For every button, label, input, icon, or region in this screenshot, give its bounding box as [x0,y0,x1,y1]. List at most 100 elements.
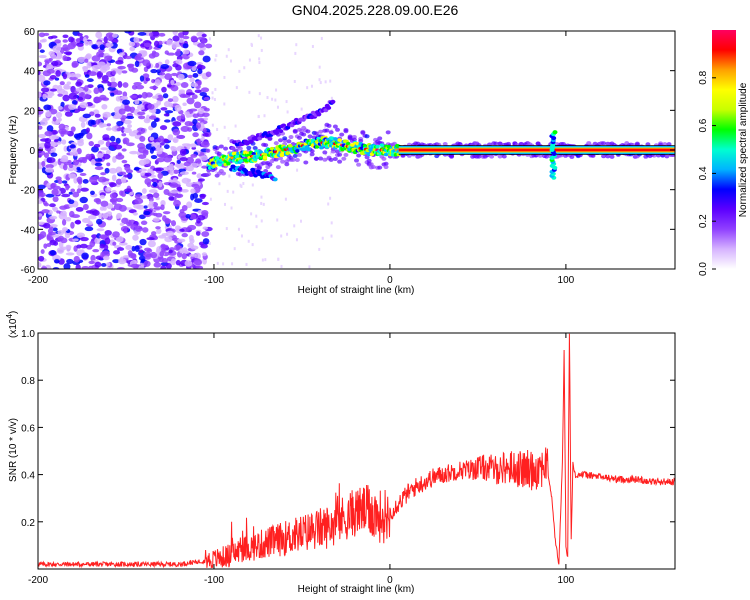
noise-mark [77,96,84,101]
noise-mark [175,64,182,71]
ridge-core-mark [383,152,389,157]
noise-mark [102,134,110,141]
faint-noise-mark [216,127,219,131]
svg-text:(x104): (x104) [5,311,19,338]
ridge-core-mark [262,152,268,157]
faint-noise-mark [310,84,313,88]
noise-mark [112,241,117,246]
noise-mark [156,100,162,106]
faint-noise-mark [320,36,323,40]
noise-mark [94,162,103,167]
noise-mark [108,167,118,174]
noise-mark [134,194,143,200]
noise-mark [61,139,67,145]
ridge-halo-mark [233,148,239,153]
noise-mark [154,79,161,86]
ridge-halo-mark [307,134,313,139]
faint-noise-mark [251,243,254,247]
faint-noise-mark [237,227,240,231]
noise-mark [186,201,193,209]
noise-mark [186,65,193,70]
noise-mark [142,73,150,79]
noise-mark [107,81,112,87]
noise-mark [70,221,75,229]
noise-mark [56,88,66,94]
ridge-halo-mark [296,135,302,140]
noise-mark [116,120,124,127]
noise-mark [169,182,179,188]
noise-mark [87,84,94,89]
noise-mark [76,42,84,47]
noise-mark [185,92,195,96]
noise-mark [69,144,76,149]
faint-noise-mark [257,114,260,118]
ridge-core-mark [238,158,244,163]
noise-mark [109,182,117,188]
noise-mark [49,75,57,80]
ridge-halo-mark [442,141,448,146]
noise-mark [189,253,197,257]
noise-mark [84,58,89,63]
noise-mark [68,104,77,110]
noise-mark [63,263,71,269]
ridge-halo-mark [218,144,224,149]
faint-noise-mark [223,75,226,79]
noise-mark [68,36,75,43]
noise-mark [149,251,158,259]
noise-mark [117,65,126,70]
noise-mark [71,100,78,105]
noise-mark [179,171,189,176]
faint-noise-mark [295,238,298,242]
noise-mark [176,186,182,191]
noise-mark [67,42,76,50]
noise-mark [40,119,48,126]
upper-arc-mark [316,112,322,117]
noise-mark [172,136,179,144]
noise-mark [182,247,188,254]
noise-mark [49,250,56,256]
ridge-halo-mark [343,129,349,134]
noise-mark [110,77,116,83]
noise-mark [55,70,61,77]
faint-noise-mark [233,247,236,251]
faint-noise-mark [300,107,303,111]
noise-mark [75,264,81,269]
noise-mark [119,190,124,196]
noise-mark [62,227,68,232]
ridge-core-mark [234,154,240,159]
noise-mark [112,156,117,163]
noise-mark [113,144,123,150]
noise-mark [148,189,158,194]
faint-noise-mark [232,190,235,194]
ridge-halo-mark [334,127,340,132]
ridge-halo-mark [282,136,288,141]
noise-mark [170,258,176,266]
noise-mark [100,172,107,176]
noise-mark [64,231,71,239]
noise-mark [164,218,172,224]
snr-plot-area [38,333,675,569]
faint-noise-mark [223,202,226,206]
noise-mark [180,188,189,193]
faint-noise-mark [258,92,261,96]
noise-mark [182,35,190,40]
noise-mark [74,73,82,78]
noise-mark [161,86,167,93]
noise-mark [185,111,191,118]
noise-mark [163,188,170,195]
noise-mark [40,138,49,142]
noise-mark [61,219,67,226]
ridge-halo-mark [318,156,324,161]
upper-arc-mark [281,123,287,128]
noise-mark [70,188,76,193]
noise-mark [191,183,200,188]
ridge-halo-mark [286,139,292,144]
noise-mark [115,137,121,144]
noise-mark [94,158,103,162]
noise-mark [137,146,147,154]
ridge-halo-mark [267,162,273,167]
noise-mark [101,74,109,82]
noise-mark [45,164,54,169]
noise-mark [115,90,123,96]
faint-noise-mark [275,88,278,92]
